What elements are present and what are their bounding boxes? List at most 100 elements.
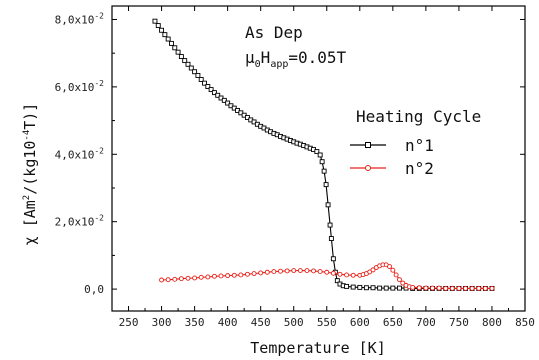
legend-label-n2: n°2 — [405, 159, 434, 178]
y-axis-label: χ [Am2/(kg10-4T)] — [21, 103, 39, 246]
data-point — [416, 285, 422, 291]
legend-marker-n2 — [365, 165, 371, 171]
data-point — [169, 40, 174, 46]
data-point — [221, 97, 227, 103]
data-point — [449, 285, 455, 291]
data-point — [172, 276, 178, 282]
data-point — [195, 72, 201, 78]
data-point — [456, 285, 462, 291]
data-point — [344, 272, 350, 278]
legend-label-n1: n°1 — [405, 136, 434, 155]
data-point — [363, 285, 369, 291]
data-point — [390, 285, 396, 291]
data-point — [162, 32, 168, 38]
data-point — [330, 270, 336, 276]
data-point — [350, 272, 356, 278]
data-point — [489, 285, 495, 291]
data-point — [304, 268, 310, 274]
annotation-field-label: μ0Happ=0.05T — [245, 48, 347, 70]
data-point — [476, 285, 482, 291]
series-layer — [152, 18, 495, 291]
ticks-layer: 250 300 350 400 450 500 550 600 650 700 750 800 850 0… — [55, 6, 535, 329]
data-point — [317, 152, 323, 158]
x-tick-label: 350 — [185, 316, 205, 329]
data-point — [410, 284, 416, 290]
data-point — [323, 182, 329, 188]
data-point — [192, 275, 198, 281]
legend-marker-n1 — [365, 142, 371, 148]
y-tick-label: 6,0x10-2 — [55, 79, 105, 94]
data-point — [198, 274, 204, 280]
data-point — [328, 236, 334, 241]
annotation-sample-label: As Dep — [245, 23, 303, 42]
x-tick-label: 850 — [515, 316, 535, 329]
data-point — [463, 285, 468, 291]
data-point — [165, 36, 171, 42]
data-point — [202, 80, 207, 86]
data-point — [192, 69, 198, 75]
data-point — [325, 202, 331, 208]
data-point — [175, 49, 181, 55]
data-point — [208, 87, 214, 93]
x-tick-label: 650 — [383, 316, 403, 329]
data-point — [188, 65, 194, 71]
data-point — [205, 274, 211, 280]
data-point — [185, 275, 191, 281]
data-point — [482, 285, 488, 291]
data-point — [225, 100, 231, 106]
data-point — [319, 159, 325, 165]
data-point — [271, 269, 277, 275]
x-tick-label: 600 — [350, 316, 370, 329]
data-point — [165, 277, 171, 283]
y-tick-label: 8,0x10-2 — [55, 11, 105, 26]
x-tick-label: 450 — [251, 316, 271, 329]
data-point — [370, 285, 376, 291]
y-tick-label: 4,0x10-2 — [55, 146, 105, 161]
x-tick-label: 700 — [416, 316, 436, 329]
data-point — [211, 90, 217, 96]
data-point — [159, 277, 165, 283]
legend: Heating Cycle n°1 n°2 — [350, 107, 481, 178]
data-point — [396, 277, 402, 283]
data-point — [350, 284, 356, 290]
data-point — [211, 273, 217, 279]
series-line — [161, 264, 492, 289]
data-point — [278, 268, 283, 274]
data-point — [396, 285, 402, 291]
data-point — [218, 273, 224, 279]
data-point — [245, 271, 250, 277]
data-point — [314, 149, 320, 155]
data-point — [185, 61, 191, 67]
data-point — [284, 268, 290, 274]
x-tick-label: 500 — [284, 316, 304, 329]
data-point — [321, 168, 327, 174]
data-point — [430, 285, 435, 291]
data-point — [178, 54, 184, 60]
data-point — [370, 267, 376, 273]
data-point — [390, 267, 396, 273]
data-point — [317, 269, 323, 275]
legend-title: Heating Cycle — [356, 107, 481, 126]
plot-frame — [111, 5, 526, 312]
data-point — [152, 18, 158, 24]
data-point — [387, 264, 392, 269]
data-point — [178, 276, 184, 282]
data-point — [182, 58, 188, 64]
data-point — [159, 27, 165, 33]
data-point — [155, 23, 161, 28]
y-tick-label: 0,0 — [84, 283, 104, 296]
data-point — [258, 270, 264, 276]
y-tick-label: 2,0x10-2 — [55, 214, 105, 229]
x-tick-label: 550 — [317, 316, 337, 329]
data-point — [436, 285, 442, 291]
data-point — [215, 92, 221, 98]
x-tick-label: 400 — [218, 316, 238, 329]
data-point — [251, 271, 257, 277]
data-point — [383, 285, 389, 291]
data-point — [443, 285, 449, 291]
x-axis-label: Temperature [K] — [250, 339, 385, 357]
data-point — [297, 268, 303, 274]
series-2 — [159, 262, 495, 291]
data-point — [330, 256, 336, 262]
